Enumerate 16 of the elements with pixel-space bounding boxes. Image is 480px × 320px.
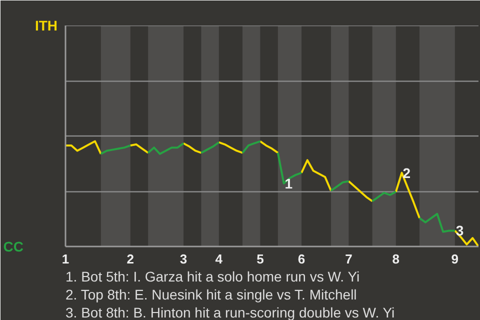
x-tick-label: 4: [215, 252, 224, 266]
annotation: 1: [284, 175, 293, 192]
x-tick-label: 5: [256, 252, 264, 266]
x-tick-label: 3: [180, 252, 188, 266]
x-tick-label: 6: [298, 252, 306, 266]
x-tick-label: 8: [392, 252, 400, 266]
text: ITH: [34, 18, 58, 34]
text: 2. Top 8th: E. Nuesink hit a single vs T. Mitchell: [66, 286, 357, 302]
x-tick-label: 7: [345, 252, 352, 266]
text: CC: [3, 238, 24, 254]
annotation: 3: [456, 222, 464, 239]
x-tick-label: 1: [62, 252, 70, 266]
annotation: 2: [402, 164, 411, 181]
text: 1. Bot 5th: I. Garza hit a solo home run vs W. Yi: [66, 268, 360, 284]
x-tick-label: 9: [451, 252, 459, 266]
x-tick-label: 2: [126, 252, 134, 266]
